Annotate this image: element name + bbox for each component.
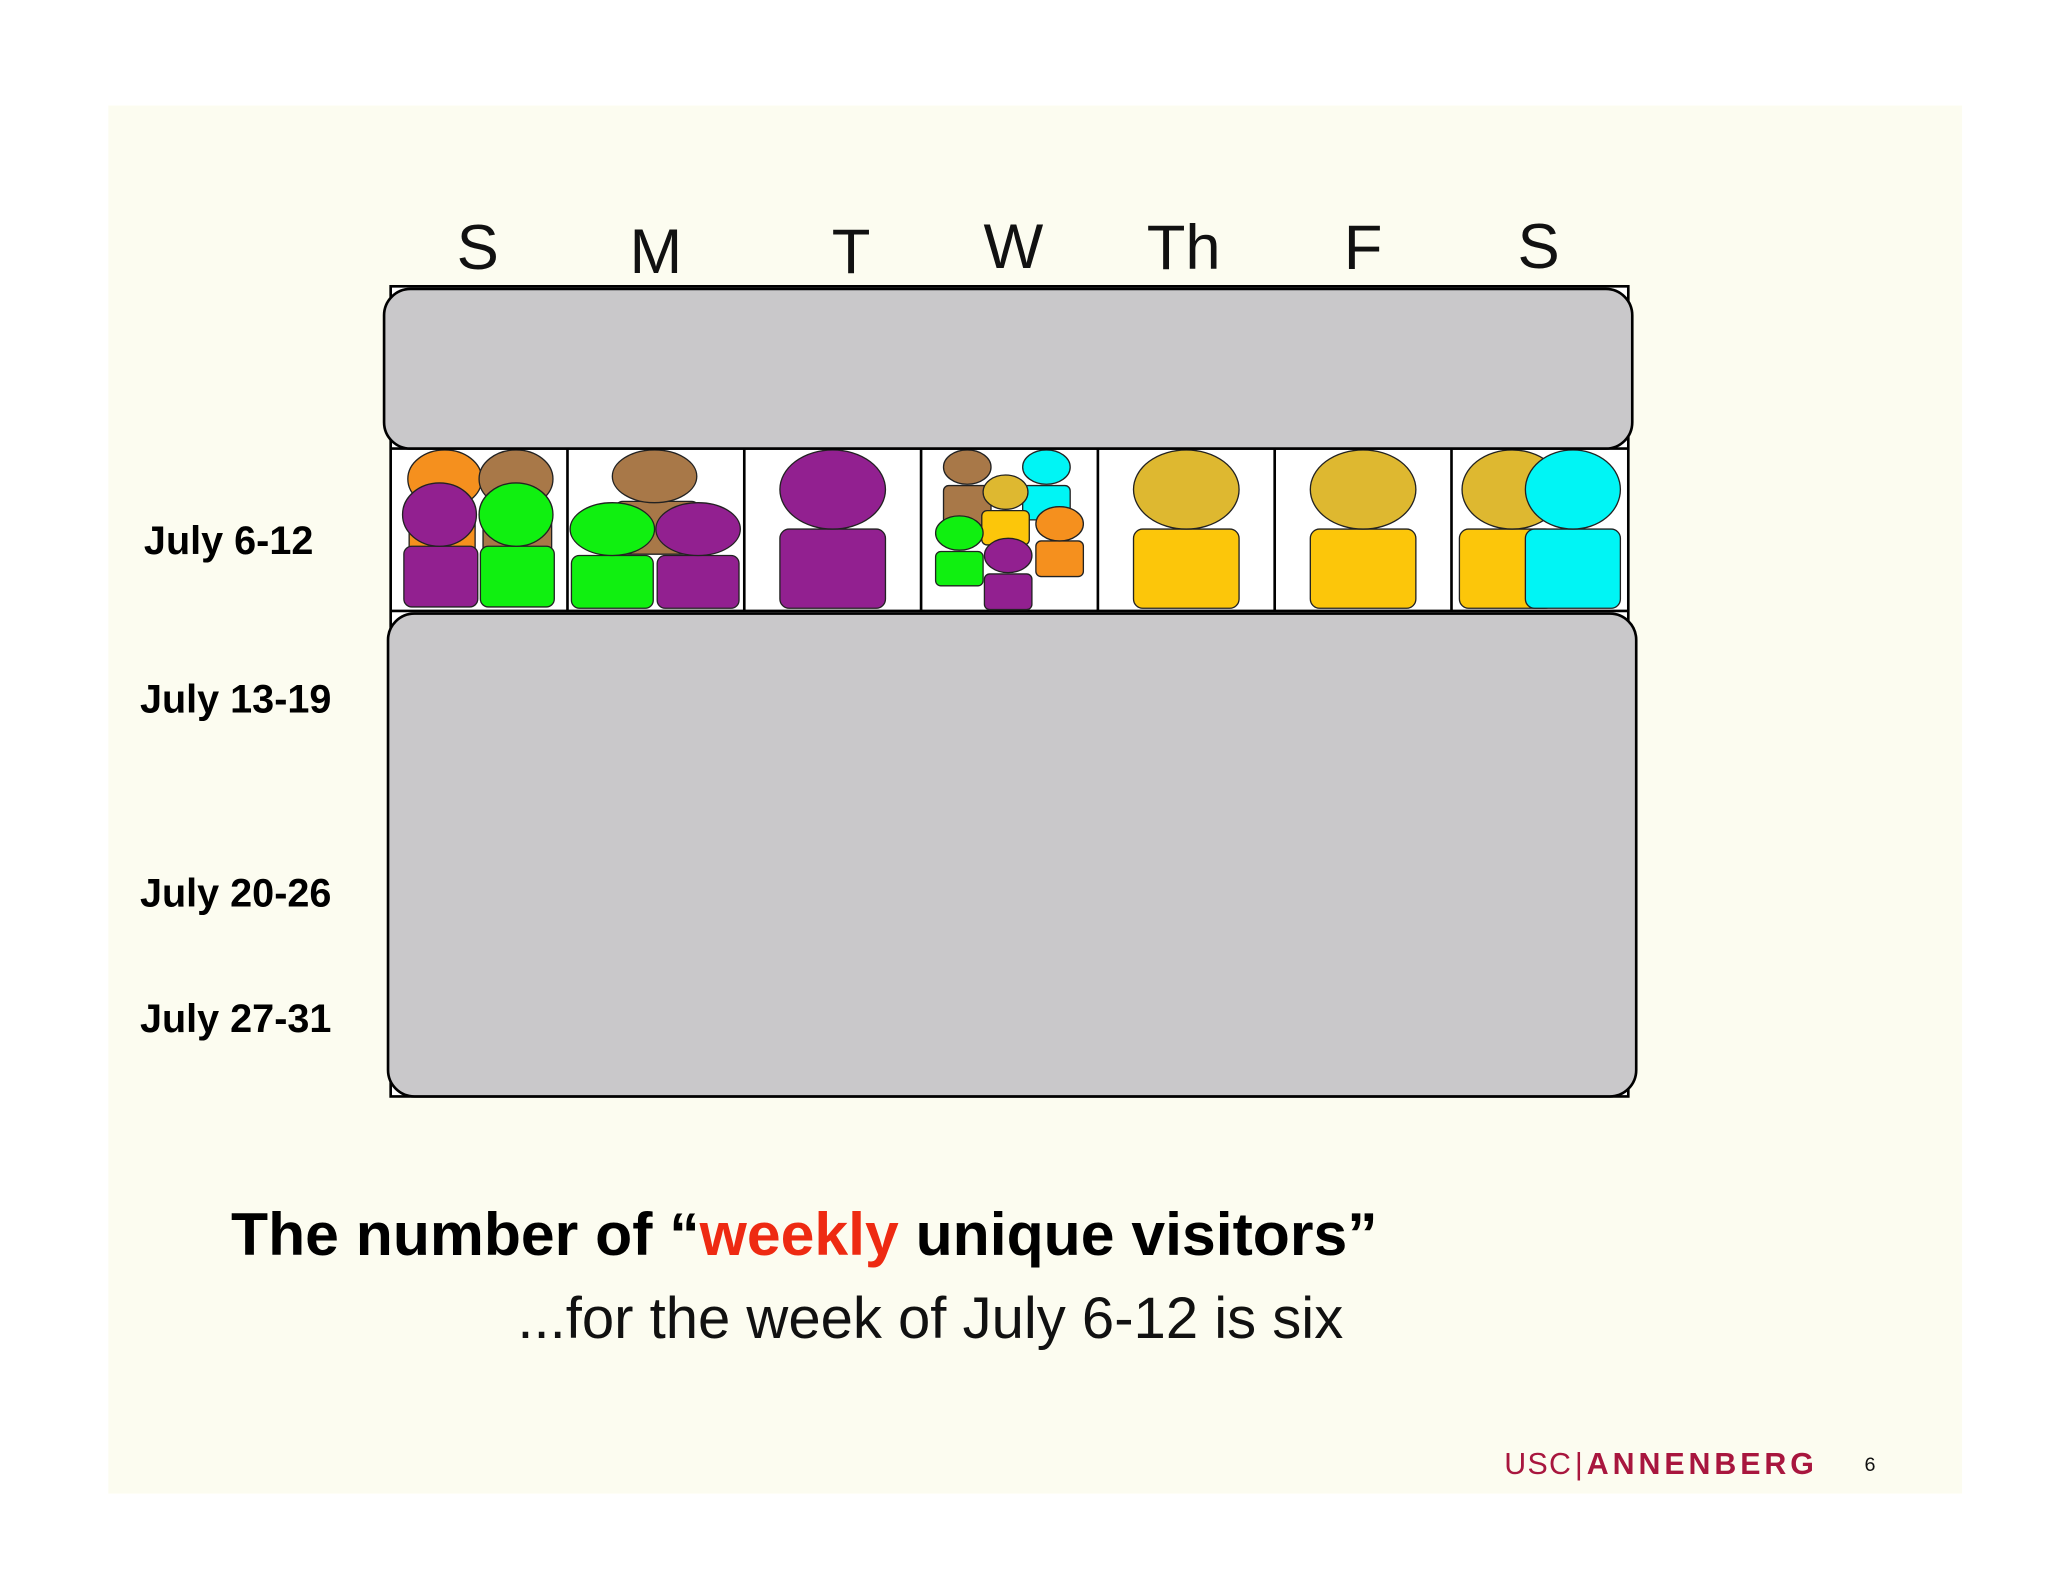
day-headers: S M T W Th F S bbox=[457, 212, 1560, 287]
day-label: W bbox=[984, 212, 1044, 282]
logo-left: USC bbox=[1504, 1448, 1572, 1481]
headline-part: unique visitors” bbox=[899, 1200, 1378, 1268]
day-label: S bbox=[1517, 212, 1559, 282]
week-label: July 6-12 bbox=[144, 519, 313, 563]
day-label: S bbox=[457, 213, 499, 283]
headline-highlight: weekly bbox=[699, 1200, 899, 1268]
headline-part: The number of “ bbox=[231, 1200, 700, 1268]
week-label: July 20-26 bbox=[140, 871, 331, 915]
headline: The number of “weekly unique visitors” bbox=[231, 1200, 1378, 1268]
logo: USC | ANNENBERG bbox=[1504, 1448, 1818, 1481]
day-label: Th bbox=[1147, 213, 1221, 283]
day-label: M bbox=[629, 217, 682, 287]
page-number: 6 bbox=[1864, 1454, 1875, 1476]
week-labels: July 6-12 July 13-19 July 20-26 July 27-… bbox=[140, 519, 331, 1041]
week-label: July 27-31 bbox=[140, 997, 331, 1041]
mask-top bbox=[382, 287, 1634, 450]
day-label: T bbox=[832, 217, 871, 287]
day-label: F bbox=[1344, 213, 1383, 283]
logo-right: ANNENBERG bbox=[1587, 1448, 1818, 1481]
subtitle: ...for the week of July 6-12 is six bbox=[517, 1286, 1343, 1351]
mask-bottom bbox=[386, 612, 1638, 1098]
week-label: July 13-19 bbox=[140, 677, 331, 721]
logo-divider: | bbox=[1575, 1448, 1584, 1481]
